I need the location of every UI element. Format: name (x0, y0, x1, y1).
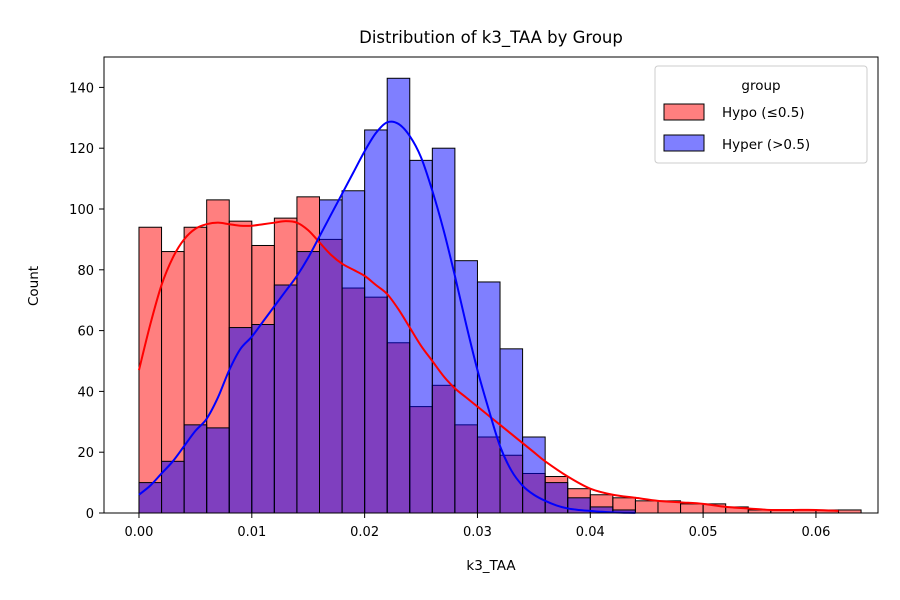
bar-hyper-6 (273, 284, 298, 514)
y-tick-label: 40 (77, 385, 94, 400)
kde-line-hyper (138, 120, 636, 514)
x-tick-label: 0.02 (350, 525, 379, 540)
y-tick-label: 0 (86, 507, 94, 522)
x-tick-label: 0.01 (237, 525, 266, 540)
bar-hyper-15 (476, 281, 501, 514)
bar-hyper-14 (454, 260, 478, 514)
legend: group Hypo (≤0.5) Hyper (>0.5) (654, 65, 868, 164)
kde-line-hypo (138, 220, 839, 512)
x-tick-label: 0.04 (576, 525, 605, 540)
bar-hyper-4 (228, 327, 253, 514)
bar-hyper-12 (409, 159, 433, 514)
legend-frame (654, 65, 868, 164)
bar-hyper-10 (364, 129, 388, 514)
y-tick-label: 80 (77, 264, 94, 279)
y-tick-label: 60 (77, 325, 94, 340)
x-tick-label: 0.00 (125, 525, 154, 540)
legend-swatch-hyper (663, 134, 705, 152)
bar-hypo-22 (634, 500, 659, 514)
bar-hyper-9 (341, 190, 366, 514)
plot-frame (103, 56, 879, 514)
y-tick-label: 140 (69, 81, 94, 96)
y-tick-label: 20 (77, 446, 94, 461)
x-tick-label: 0.05 (689, 525, 718, 540)
legend-label-hyper: Hyper (>0.5) (722, 137, 810, 153)
y-axis-label: Count (26, 266, 42, 306)
bar-hyper-5 (251, 324, 275, 514)
x-tick-label: 0.06 (801, 525, 830, 540)
y-tick-label: 120 (69, 142, 94, 157)
legend-swatch-hypo (663, 103, 705, 121)
bar-hyper-16 (499, 348, 524, 514)
y-tick-label: 100 (69, 203, 94, 218)
histogram-bars (138, 77, 862, 514)
bar-hypo-0 (138, 226, 163, 514)
bar-hyper-2 (183, 424, 208, 514)
x-axis-label: k3_TAA (466, 558, 516, 574)
bar-hyper-0 (138, 482, 163, 514)
axes: 0.00 0.01 0.02 0.03 0.04 0.05 0.06 0 20 40 60 80 100… (69, 56, 879, 540)
bar-hypo-24 (680, 503, 704, 514)
chart-title: Distribution of k3_TAA by Group (359, 28, 623, 48)
legend-label-hypo: Hypo (≤0.5) (722, 105, 805, 121)
legend-title: group (741, 78, 780, 94)
kde-curves (138, 120, 839, 514)
x-tick-label: 0.03 (463, 525, 492, 540)
bar-hyper-7 (296, 251, 321, 514)
bar-hyper-17 (522, 436, 546, 514)
bar-hyper-3 (206, 427, 230, 514)
bar-hyper-11 (386, 77, 411, 514)
